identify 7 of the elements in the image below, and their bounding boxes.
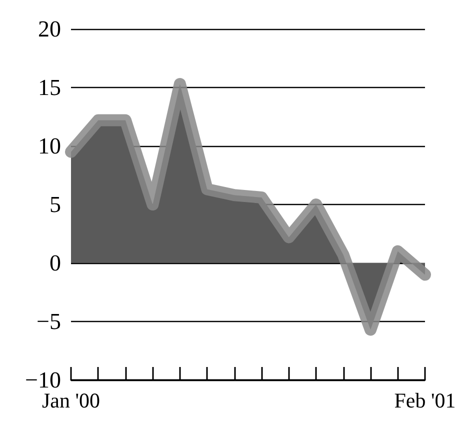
y-tick-label: 5: [50, 192, 61, 217]
y-tick-label: 10: [38, 134, 61, 158]
y-tick-label: −5: [36, 309, 61, 334]
y-tick-label: 20: [38, 16, 61, 42]
y-tick-label: 0: [50, 250, 61, 276]
x-tick-label: Feb '01: [394, 388, 456, 412]
y-tick-label: 15: [38, 75, 61, 100]
